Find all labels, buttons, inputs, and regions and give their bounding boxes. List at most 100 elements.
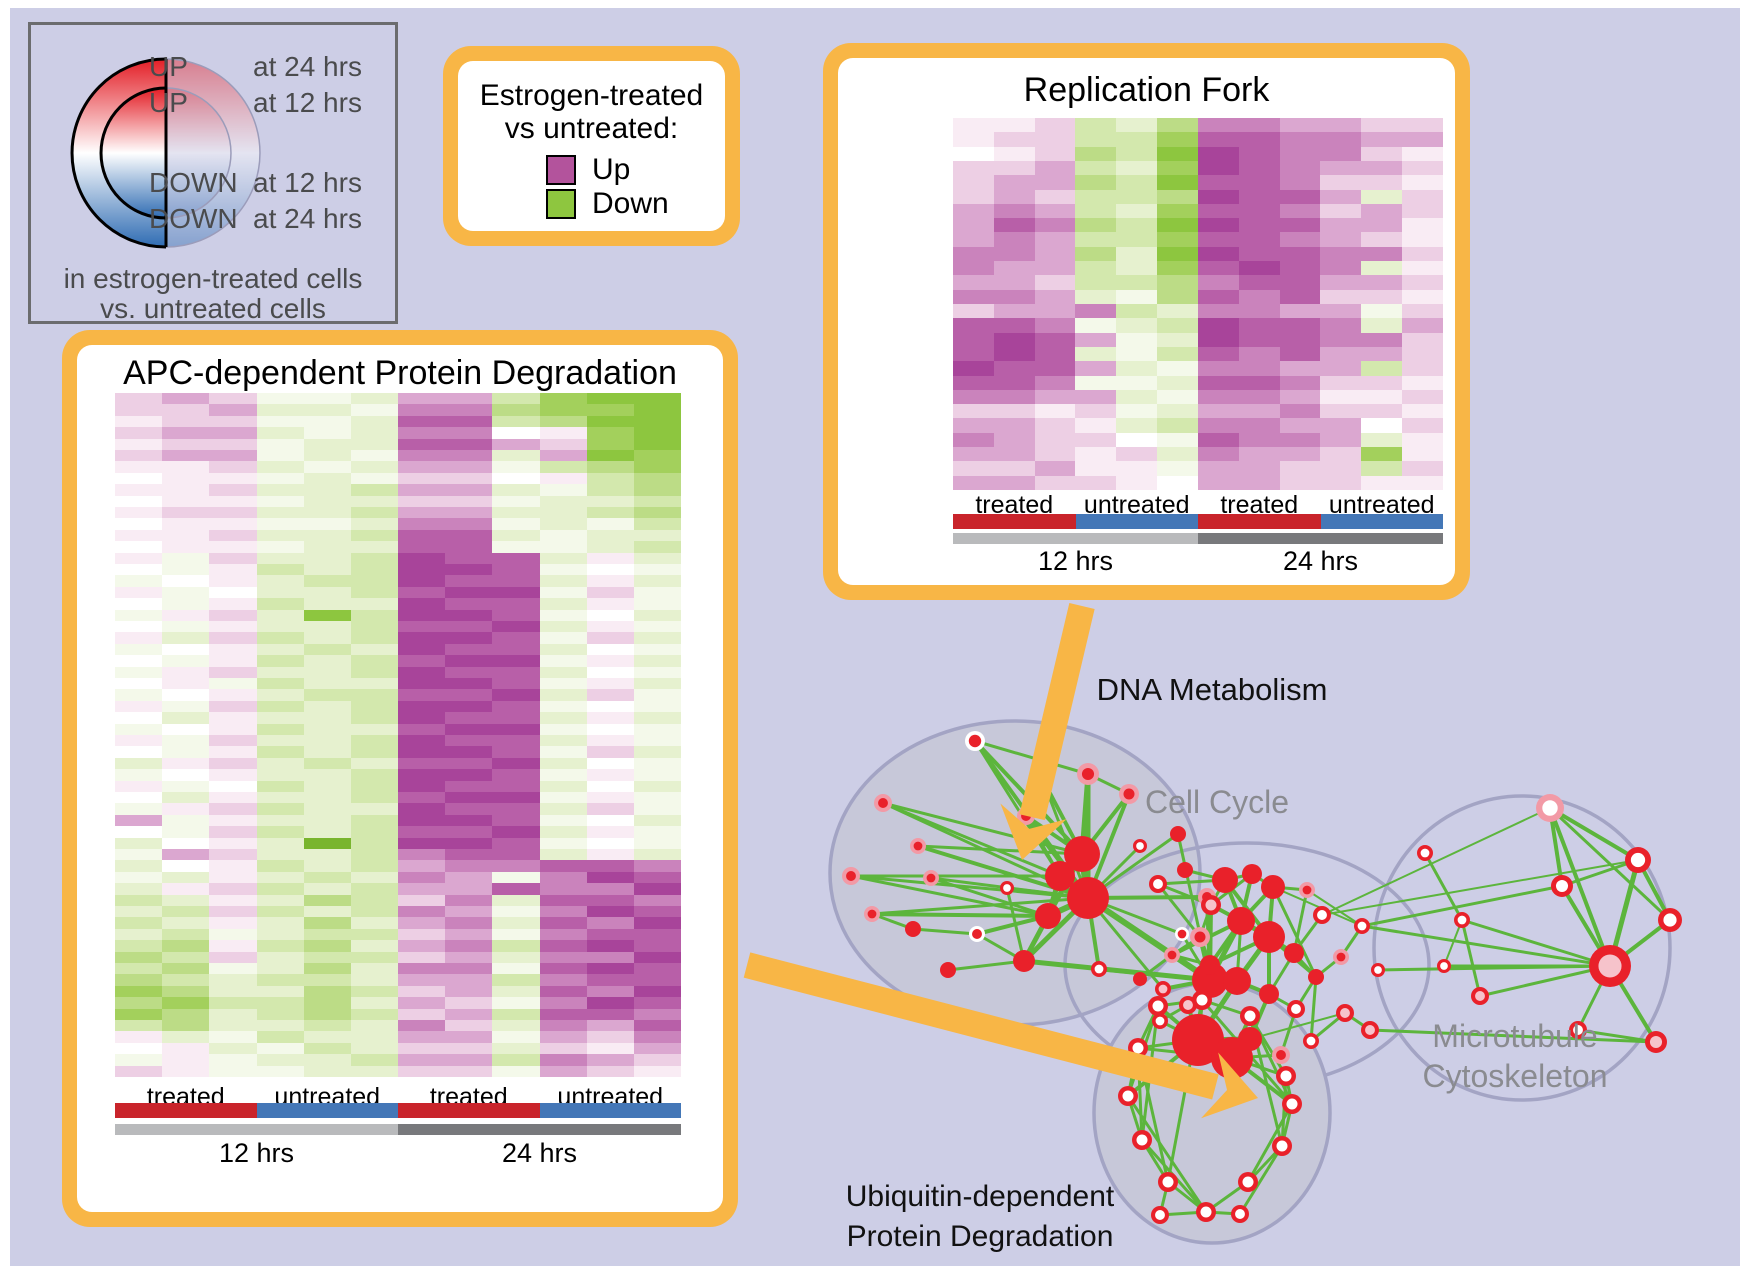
heatmap-cell	[115, 461, 163, 473]
heatmap-cell	[115, 404, 163, 416]
heatmap-cell	[633, 677, 681, 690]
network-node-core	[867, 909, 877, 919]
network-edge	[1024, 814, 1090, 900]
heatmap-cell	[162, 518, 210, 530]
heatmap-cell	[586, 1065, 634, 1077]
heatmap-cell	[398, 974, 446, 986]
heatmap-cell	[586, 905, 634, 918]
network-node	[1272, 1136, 1292, 1156]
heatmap-cell	[492, 484, 540, 496]
heatmap-cell	[209, 791, 257, 804]
heatmap-cell	[350, 917, 398, 929]
heatmap-cell	[492, 598, 540, 610]
heatmap-cell	[445, 917, 493, 929]
heatmap-cell	[1238, 304, 1280, 319]
heatmap-cell	[303, 609, 351, 621]
heatmap-cell	[445, 837, 493, 849]
heatmap-cell	[1157, 261, 1198, 276]
heatmap-cell	[492, 940, 540, 952]
network-edge	[1086, 844, 1142, 900]
network-edge	[973, 739, 1090, 900]
heatmap-cell	[539, 746, 587, 758]
heatmap-cell	[350, 860, 398, 872]
heatmap-cell	[993, 218, 1035, 233]
connector-arrow-shaft	[1019, 603, 1095, 821]
heatmap-cell	[256, 563, 304, 576]
network-edge	[1156, 1004, 1200, 1042]
heatmap-cell	[1197, 461, 1239, 476]
network-node-core	[1152, 1000, 1164, 1012]
network-edge	[1158, 1181, 1170, 1216]
heatmap-cell	[492, 552, 540, 564]
heatmap-cell	[1075, 146, 1117, 161]
heatmap-cell	[586, 598, 634, 610]
heatmap-cell	[492, 415, 540, 428]
heatmap-cell	[1361, 461, 1403, 476]
heatmap-cell	[350, 620, 398, 633]
heatmap-cell	[303, 803, 351, 815]
heatmap-cell	[492, 780, 540, 792]
network-node-core	[1132, 1042, 1144, 1054]
estrogen-legend: Estrogen-treated vs untreated: Up Down	[443, 46, 740, 246]
apc-time-bar-0	[115, 1124, 398, 1135]
heatmap-cell	[350, 655, 398, 667]
heatmap-cell	[1157, 375, 1198, 390]
heatmap-cell	[256, 393, 304, 405]
heatmap-cell	[492, 917, 540, 929]
heatmap-cell	[1238, 189, 1280, 204]
heatmap-cell	[209, 449, 257, 462]
heatmap-cell	[350, 472, 398, 485]
heatmap-cell	[445, 1054, 493, 1066]
network-edge	[1248, 1015, 1284, 1147]
heatmap-cell	[993, 160, 1035, 176]
heatmap-cell	[350, 552, 398, 564]
heatmap-cell	[445, 541, 493, 553]
heatmap-cell	[1279, 203, 1321, 219]
heatmap-cell	[1402, 261, 1443, 276]
heatmap-cell	[1157, 160, 1198, 176]
heatmap-cell	[1075, 389, 1117, 405]
heatmap-cell	[1361, 275, 1403, 290]
heatmap-cell	[586, 757, 634, 770]
heatmap-cell	[1402, 361, 1443, 376]
heatmap-cell	[1075, 318, 1117, 333]
heatmap-cell	[398, 985, 446, 998]
network-edge	[1086, 897, 1101, 970]
network-edge	[1126, 1038, 1200, 1098]
heatmap-cell	[256, 997, 304, 1009]
heatmap-cell	[445, 928, 493, 941]
heatmap-cell	[115, 951, 163, 963]
heatmap-cell	[209, 472, 257, 485]
heatmap-cell	[492, 734, 540, 747]
heatmap-cell	[539, 791, 587, 804]
heatmap-cell	[1075, 304, 1117, 319]
network-edge	[1126, 1005, 1160, 1097]
heatmap-cell	[586, 563, 634, 576]
heatmap-cell	[586, 814, 634, 827]
heatmap-cell	[1075, 404, 1117, 419]
network-node	[1471, 987, 1489, 1005]
heatmap-cell	[1320, 318, 1362, 333]
heatmap-cell	[256, 609, 304, 621]
heatmap-cell	[586, 393, 634, 405]
heatmap-cell	[303, 871, 351, 884]
network-edge	[1198, 904, 1213, 938]
cluster-dna-metabolism	[828, 719, 1202, 1027]
heatmap-cell	[303, 666, 351, 678]
heatmap-cell	[303, 586, 351, 599]
network-edge	[1208, 904, 1213, 981]
heatmap-cell	[398, 928, 446, 941]
network-node	[1299, 882, 1315, 898]
heatmap-cell	[256, 1054, 304, 1066]
network-node	[1259, 984, 1279, 1004]
network-node-core	[913, 841, 923, 851]
heatmap-cell	[256, 438, 304, 450]
heatmap-cell	[492, 1008, 540, 1020]
network-node-core	[1196, 994, 1208, 1006]
network-edge	[1079, 773, 1091, 855]
network-node	[1231, 1205, 1249, 1223]
network-node	[1091, 961, 1107, 977]
network-node-core	[1122, 1090, 1134, 1102]
heatmap-cell	[539, 905, 587, 918]
network-edge	[1224, 872, 1253, 882]
